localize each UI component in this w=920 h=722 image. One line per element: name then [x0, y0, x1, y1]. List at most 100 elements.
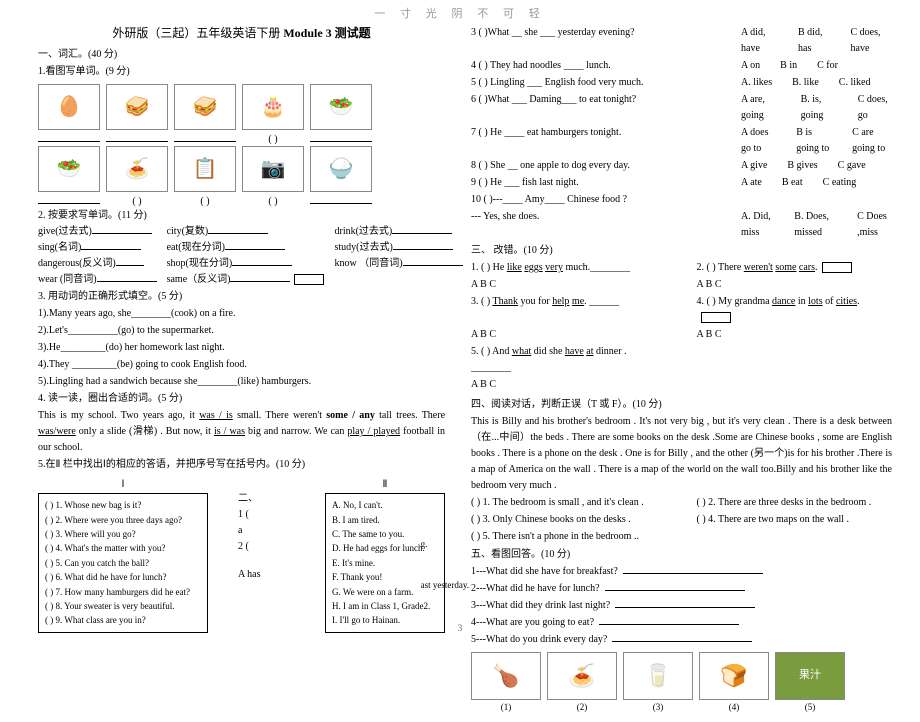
- middle-fragment: 二、 1 ( a 2 ( A has: [238, 477, 295, 633]
- fill-5: 5).Lingling had a sandwich because she__…: [38, 374, 445, 390]
- image-row-1: 🥚 🥪 🥪 🎂 🥗: [38, 84, 445, 130]
- match-item: ( ) 5. Can you catch the ball?: [45, 556, 201, 570]
- word-cell: study(过去式): [334, 240, 462, 256]
- right-column: 3 ( )What __ she ___ yesterday evening?A…: [465, 24, 902, 714]
- tf-row: ( ) 5. There isn't a phone in the bedroo…: [471, 529, 892, 545]
- mid-line: A has: [238, 567, 295, 583]
- img-cell-2: 🍝(2): [547, 652, 617, 714]
- title-module: Module 3 测试题: [283, 26, 370, 40]
- food-pic: 🍗: [471, 652, 541, 700]
- tf-block: ( ) 1. The bedroom is small , and it's c…: [471, 495, 892, 545]
- paren: ( ): [174, 194, 236, 204]
- q5-item: 3---What did they drink last night?: [471, 598, 892, 614]
- choice-row: 5 ( ) Lingling ___ English food very muc…: [471, 75, 892, 91]
- page-container: 外研版（三起）五年级英语下册 Module 3 测试题 一、词汇。(40 分) …: [0, 0, 920, 722]
- word-cell: give(过去式): [38, 224, 157, 240]
- match-box-1: ( ) 1. Whose new bag is it? ( ) 2. Where…: [38, 493, 208, 633]
- mid-line: a: [238, 523, 295, 539]
- image-row-2: 🥗 🍝 📋 📷 🍚: [38, 146, 445, 192]
- word-cell: shop(现在分词): [167, 256, 325, 272]
- error-row: A B C: [471, 377, 892, 393]
- q3-head: 3. 用动词的正确形式填空。(5 分): [38, 289, 445, 305]
- choice-row: 4 ( ) They had noodles ____ lunch.A onB …: [471, 58, 892, 74]
- paren: ( ): [242, 194, 304, 204]
- thumb-salad: 🥗: [38, 146, 100, 192]
- match-item: ( ) 7. How many hamburgers did he eat?: [45, 585, 201, 599]
- thumb-camera: 📷: [242, 146, 304, 192]
- q4-head: 4. 读一读，圈出合适的词。(5 分): [38, 391, 445, 407]
- blank: [106, 132, 168, 142]
- match-item: ( ) 1. Whose new bag is it?: [45, 498, 201, 512]
- match-item: ( ) 8. Your sweater is very beautiful.: [45, 599, 201, 613]
- blank: [174, 132, 236, 142]
- mid-line: 二、: [238, 491, 295, 507]
- thumb-egg: 🥚: [38, 84, 100, 130]
- match-col-1: Ⅰ ( ) 1. Whose new bag is it? ( ) 2. Whe…: [38, 477, 208, 633]
- word-cell: same（反义词): [167, 272, 325, 288]
- thumb-rice: 🍚: [310, 146, 372, 192]
- word-cell: city(复数): [167, 224, 325, 240]
- watermark-text: 一 寸 光 阴 不 可 轻: [374, 6, 546, 24]
- mid-line: 2 (: [238, 539, 295, 555]
- thumb-noodles: 🍝: [106, 146, 168, 192]
- q2-head: 2. 按要求写单词。(11 分): [38, 208, 445, 224]
- q5-item: 5---What do you drink every day?: [471, 632, 892, 648]
- img-cell-4: 🍞(4): [699, 652, 769, 714]
- choice-row: 3 ( )What __ she ___ yesterday evening?A…: [471, 25, 892, 57]
- section-1-head: 一、词汇。(40 分): [38, 47, 445, 63]
- q5-list: 1---What did she have for breakfast? 2--…: [471, 564, 892, 648]
- q5-item: 4---What are you going to eat?: [471, 615, 892, 631]
- error-row: 5. ( ) And what did she have at dinner .…: [471, 344, 892, 376]
- blank: [38, 132, 100, 142]
- fill-4: 4).They _________(be) going to cook Engl…: [38, 357, 445, 373]
- error-block: 1. ( ) He like eggs very much.________2.…: [471, 260, 892, 393]
- choice-row: 8 ( ) She __ one apple to dog every day.…: [471, 158, 892, 174]
- cut-text: g. ast yesterday.: [421, 537, 469, 592]
- q5-head: 5.在Ⅱ 栏中找出Ⅰ的相应的答语，并把序号写在括号内。(10 分): [38, 457, 445, 473]
- reading-passage: This is Billy and his brother's bedroom …: [471, 414, 892, 494]
- word-grid: give(过去式) city(复数) drink(过去式) sing(名词) e…: [38, 224, 445, 288]
- word-cell: wear (同音词): [38, 272, 157, 288]
- match-item: ( ) 4. What's the matter with you?: [45, 541, 201, 555]
- mid-line: 1 (: [238, 507, 295, 523]
- bottom-images: 🍗(1) 🍝(2) 🥛(3) 🍞(4) 果汁(5): [471, 652, 892, 714]
- error-row: A B C A B C: [471, 277, 892, 293]
- choice-row: 9 ( ) He ___ fish last night.A ateB eatC…: [471, 175, 892, 191]
- error-row: A B C A B C: [471, 327, 892, 343]
- section-4-head: 四、阅读对话，判断正误（T 或 F）。(10 分): [471, 397, 892, 413]
- food-pic: 🍞: [699, 652, 769, 700]
- blank-row-2: ( ) ( ) ( ): [38, 194, 445, 204]
- blank: [310, 194, 372, 204]
- word-cell: sing(名词): [38, 240, 157, 256]
- choice-row: 7 ( ) He ____ eat hamburgers tonight.A d…: [471, 125, 892, 157]
- img-cell-5: 果汁(5): [775, 652, 845, 714]
- paren: ( ): [242, 132, 304, 142]
- choice-block: 3 ( )What __ she ___ yesterday evening?A…: [471, 25, 892, 241]
- document-title: 外研版（三起）五年级英语下册 Module 3 测试题: [38, 24, 445, 43]
- thumb-cake: 🎂: [242, 84, 304, 130]
- word-cell: drink(过去式): [334, 224, 462, 240]
- q5-item: 1---What did she have for breakfast?: [471, 564, 892, 580]
- q1-head: 1.看图写单词。(9 分): [38, 64, 445, 80]
- thumb-soup: 🥗: [310, 84, 372, 130]
- error-row: 3. ( ) Thank you for help me. ______4. (…: [471, 294, 892, 326]
- tf-row: ( ) 1. The bedroom is small , and it's c…: [471, 495, 892, 511]
- img-cell-1: 🍗(1): [471, 652, 541, 714]
- q4-paragraph: This is my school. Two years ago, it was…: [38, 408, 445, 456]
- food-pic: 🥛: [623, 652, 693, 700]
- col1-title: Ⅰ: [38, 477, 208, 493]
- match-item: ( ) 9. What class are you in?: [45, 613, 201, 627]
- col2-title: Ⅱ: [325, 477, 445, 493]
- q5-item: 2---What did he have for lunch?: [471, 581, 892, 597]
- blank-row-1: ( ): [38, 132, 445, 142]
- food-pic: 🍝: [547, 652, 617, 700]
- page-number: 3: [458, 621, 463, 635]
- error-row: 1. ( ) He like eggs very much.________2.…: [471, 260, 892, 276]
- food-pic: 果汁: [775, 652, 845, 700]
- section-5-head: 五、看图回答。(10 分): [471, 547, 892, 563]
- fill-1: 1).Many years ago, she________(cook) on …: [38, 306, 445, 322]
- match-item: ( ) 2. Where were you three days ago?: [45, 513, 201, 527]
- match-item: I. I'll go to Hainan.: [332, 613, 438, 627]
- blank: [38, 194, 100, 204]
- match-item: ( ) 3. Where will you go?: [45, 527, 201, 541]
